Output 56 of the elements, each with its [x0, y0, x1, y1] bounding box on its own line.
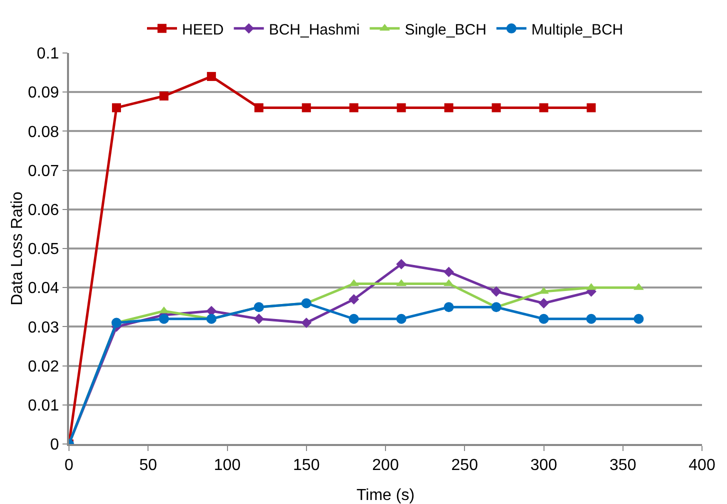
- legend-label: BCH_Hashmi: [268, 21, 360, 38]
- x-tick-label: 0: [64, 456, 74, 474]
- x-tick-label: 350: [610, 456, 636, 474]
- point: [112, 103, 121, 112]
- point: [158, 314, 169, 324]
- point: [586, 314, 596, 324]
- x-tick-label: 250: [451, 456, 478, 474]
- legend-label: Multiple_BCH: [531, 21, 624, 38]
- y-tick-label: 0.01: [28, 398, 60, 414]
- point: [492, 103, 501, 112]
- point: [396, 258, 407, 270]
- legend-label: Single_BCH: [404, 21, 486, 38]
- point: [538, 314, 549, 324]
- point: [444, 266, 454, 278]
- point: [254, 103, 264, 112]
- x-tick-label: 50: [139, 456, 158, 474]
- point: [491, 286, 502, 297]
- point: [254, 302, 264, 312]
- point: [348, 314, 359, 324]
- y-axis-title: Data Loss Ratio: [8, 191, 26, 306]
- y-tick-label: 0.09: [28, 84, 60, 102]
- y-tick-label: 0: [50, 436, 60, 454]
- point: [538, 298, 549, 308]
- x-axis-title: Time (s): [356, 487, 415, 504]
- point: [539, 103, 548, 112]
- y-tick-label: 0.03: [28, 319, 60, 336]
- point: [444, 103, 454, 112]
- x-tick-label: 150: [293, 456, 320, 474]
- point: [586, 103, 596, 112]
- y-tick-label: 0.04: [28, 280, 60, 298]
- legend-label: HEED: [182, 21, 224, 38]
- point: [634, 314, 644, 324]
- point: [206, 72, 216, 81]
- point: [159, 92, 168, 101]
- y-tick-label: 0.08: [28, 124, 60, 141]
- x-tick-label: 300: [530, 456, 558, 474]
- point: [348, 294, 360, 305]
- point: [111, 318, 122, 328]
- y-tick-label: 0.1: [36, 46, 60, 63]
- x-tick-label: 100: [214, 456, 241, 474]
- point: [254, 314, 264, 324]
- point: [444, 302, 454, 312]
- y-tick-label: 0.05: [28, 241, 60, 258]
- point: [206, 314, 216, 324]
- x-tick-label: 400: [688, 456, 716, 474]
- point: [301, 318, 312, 328]
- point: [302, 103, 311, 112]
- point: [396, 103, 406, 112]
- point: [349, 103, 358, 112]
- x-tick-label: 200: [372, 456, 399, 474]
- point: [301, 298, 312, 308]
- point: [491, 302, 502, 312]
- y-tick-label: 0.07: [28, 162, 60, 180]
- point: [396, 314, 406, 324]
- y-tick-label: 0.02: [28, 358, 60, 376]
- y-tick-label: 0.06: [28, 202, 60, 219]
